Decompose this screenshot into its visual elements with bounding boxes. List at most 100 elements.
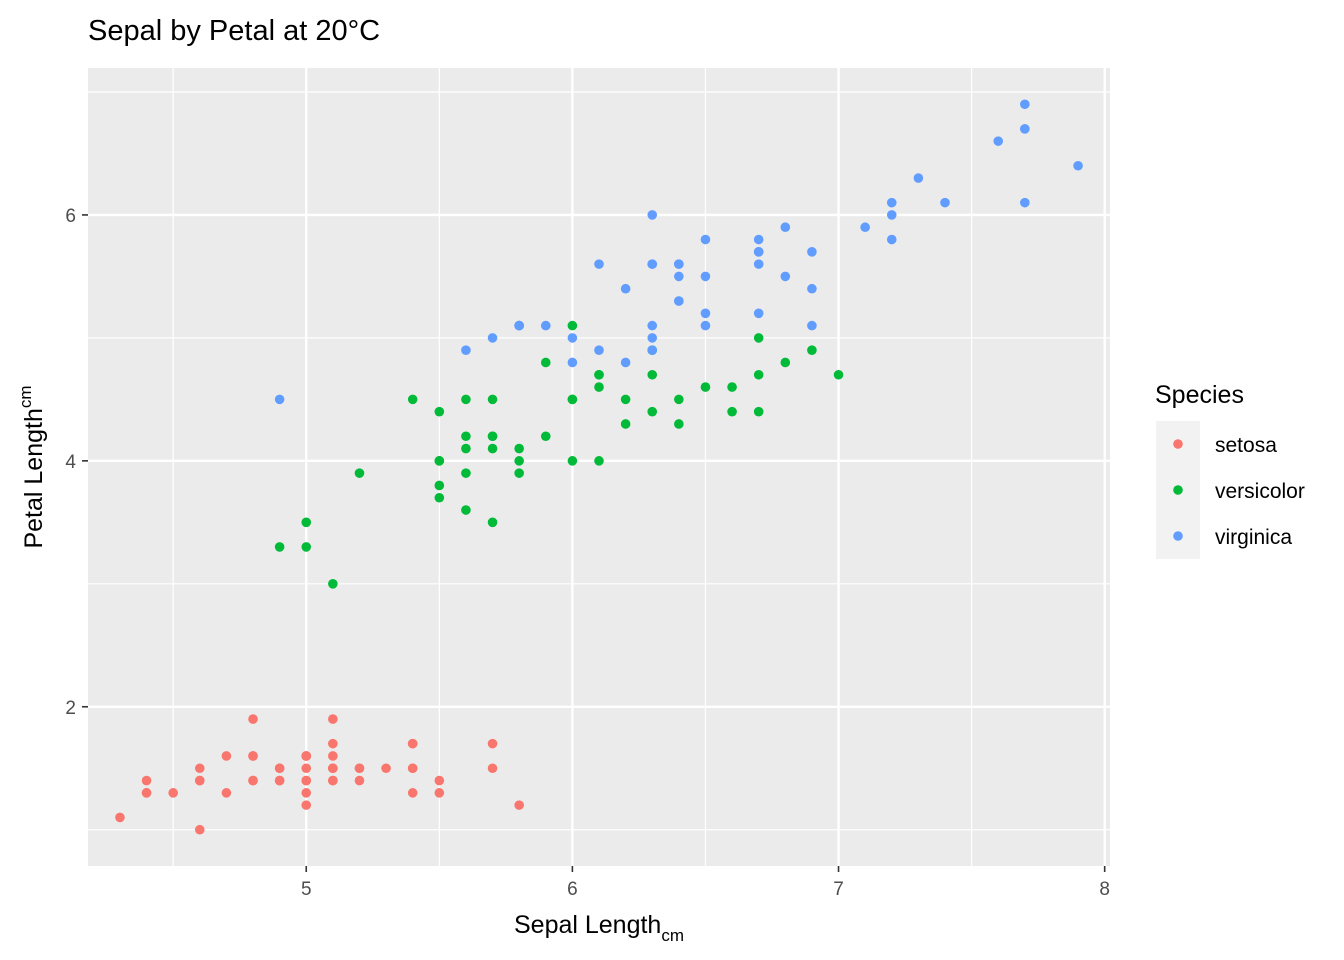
data-point-setosa xyxy=(487,763,498,774)
data-point-versicolor xyxy=(328,579,338,589)
data-point-setosa xyxy=(115,812,125,823)
data-point-versicolor xyxy=(407,394,418,405)
data-point-virginica xyxy=(647,320,658,331)
x-axis-title-subscript: cm xyxy=(661,926,684,945)
data-point-versicolor xyxy=(753,333,764,343)
data-point-versicolor xyxy=(567,394,578,405)
data-point-setosa xyxy=(301,775,312,786)
data-point-versicolor xyxy=(540,357,551,368)
data-point-versicolor xyxy=(514,468,524,478)
y-axis-title-superscript: cm xyxy=(16,385,35,408)
data-point-versicolor xyxy=(567,320,578,331)
y-axis-title: Petal Lengthcm xyxy=(16,385,48,548)
chart-title: Sepal by Petal at 20°C xyxy=(88,15,380,47)
data-point-versicolor xyxy=(434,492,445,503)
data-point-setosa xyxy=(221,788,232,798)
x-axis: 5 6 7 8 xyxy=(301,866,1110,900)
data-point-virginica xyxy=(807,320,817,331)
data-point-setosa xyxy=(354,775,365,786)
data-point-setosa xyxy=(301,763,312,774)
y-tick-label: 4 xyxy=(65,452,76,473)
data-point-setosa xyxy=(141,775,152,786)
data-point-virginica xyxy=(753,234,764,245)
legend-marker-setosa xyxy=(1173,439,1183,449)
data-point-setosa xyxy=(141,788,152,798)
data-point-setosa xyxy=(407,763,418,774)
data-point-virginica xyxy=(540,320,551,331)
data-point-virginica xyxy=(487,333,498,343)
data-point-virginica xyxy=(807,283,817,294)
data-point-virginica xyxy=(753,259,764,269)
data-point-virginica xyxy=(620,357,631,368)
data-point-versicolor xyxy=(354,468,365,478)
data-point-versicolor xyxy=(434,480,445,491)
data-point-versicolor xyxy=(487,394,498,405)
y-tick-label: 2 xyxy=(65,698,76,719)
data-point-virginica xyxy=(514,320,524,331)
data-point-virginica xyxy=(753,247,764,257)
data-point-setosa xyxy=(248,751,258,761)
data-point-virginica xyxy=(274,394,285,405)
data-point-virginica xyxy=(647,333,658,343)
data-point-versicolor xyxy=(594,382,604,392)
data-point-setosa xyxy=(274,763,285,774)
x-axis-title: Sepal Lengthcm xyxy=(514,911,684,945)
data-point-versicolor xyxy=(434,456,445,466)
data-point-versicolor xyxy=(727,382,737,392)
minor-gridlines xyxy=(88,68,1110,866)
data-point-setosa xyxy=(381,763,391,774)
data-point-versicolor xyxy=(727,406,737,417)
data-point-virginica xyxy=(674,271,684,282)
data-point-setosa xyxy=(274,775,285,786)
data-point-versicolor xyxy=(274,542,285,552)
data-point-virginica xyxy=(647,259,658,269)
y-axis-title-main: Petal Length xyxy=(20,408,48,548)
legend-items: setosa versicolor virginica xyxy=(1156,421,1305,559)
data-point-versicolor xyxy=(753,406,764,417)
data-point-virginica xyxy=(700,271,711,282)
data-point-virginica xyxy=(647,345,658,355)
legend-label-setosa: setosa xyxy=(1215,434,1277,457)
data-point-setosa xyxy=(487,738,498,749)
data-point-versicolor xyxy=(700,382,711,392)
data-point-virginica xyxy=(1020,99,1030,110)
data-point-versicolor xyxy=(461,468,471,478)
data-point-versicolor xyxy=(461,431,471,442)
data-point-versicolor xyxy=(780,357,791,368)
data-point-versicolor xyxy=(461,394,471,405)
data-point-virginica xyxy=(700,320,711,331)
data-point-virginica xyxy=(1073,160,1083,171)
data-point-virginica xyxy=(594,259,604,269)
x-tick-label: 7 xyxy=(833,879,844,900)
data-point-virginica xyxy=(780,222,791,233)
legend-label-versicolor: versicolor xyxy=(1215,480,1305,503)
data-points xyxy=(115,99,1083,835)
data-point-virginica xyxy=(886,210,897,220)
data-point-virginica xyxy=(886,234,897,245)
data-point-setosa xyxy=(407,738,418,749)
x-axis-title-main: Sepal Length xyxy=(514,911,661,939)
data-point-versicolor xyxy=(674,394,684,405)
data-point-setosa xyxy=(168,788,178,798)
data-point-virginica xyxy=(700,234,711,245)
data-point-virginica xyxy=(940,197,950,208)
data-point-versicolor xyxy=(301,517,312,528)
data-point-versicolor xyxy=(647,369,658,380)
data-point-virginica xyxy=(700,308,711,319)
y-tick-label: 6 xyxy=(65,206,76,227)
data-point-virginica xyxy=(993,136,1004,146)
data-point-versicolor xyxy=(567,456,578,466)
data-point-virginica xyxy=(567,357,578,368)
data-point-virginica xyxy=(461,345,471,355)
data-point-versicolor xyxy=(594,456,604,466)
data-point-setosa xyxy=(194,763,205,774)
data-point-virginica xyxy=(753,308,764,319)
data-point-setosa xyxy=(328,738,338,749)
data-point-setosa xyxy=(301,751,312,761)
data-point-virginica xyxy=(807,247,817,257)
data-point-virginica xyxy=(1020,197,1030,208)
data-point-setosa xyxy=(407,788,418,798)
data-point-virginica xyxy=(860,222,870,233)
data-point-setosa xyxy=(328,751,338,761)
